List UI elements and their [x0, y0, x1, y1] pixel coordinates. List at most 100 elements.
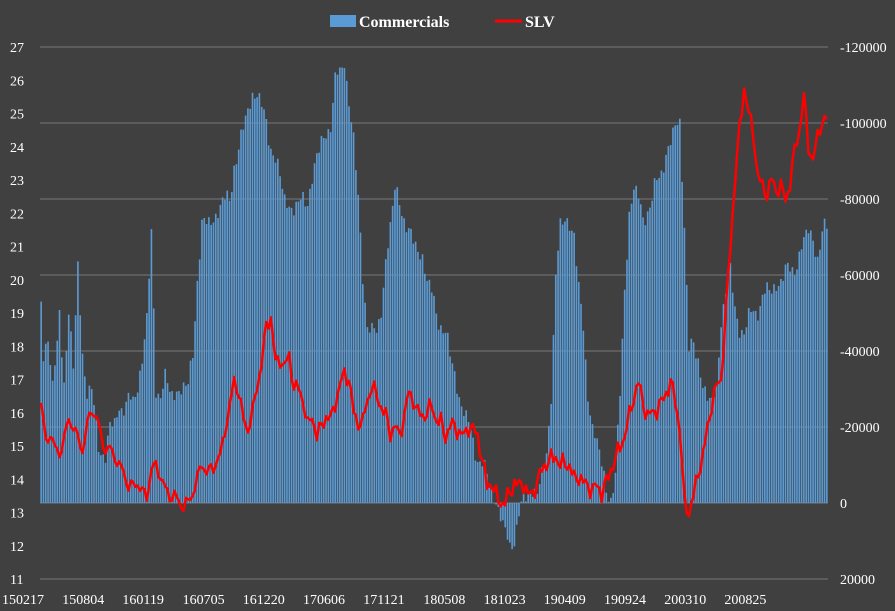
commercials-bar: [44, 343, 47, 503]
commercials-bar: [692, 342, 695, 503]
commercials-bar: [263, 109, 265, 504]
commercials-bar: [554, 274, 557, 503]
commercials-bar: [247, 108, 249, 503]
left-tick-label: 25: [10, 108, 24, 123]
right-tick-label: 0: [840, 497, 847, 512]
commercials-bar: [86, 398, 88, 503]
commercials-bar: [711, 397, 713, 503]
commercials-bar: [720, 327, 722, 503]
commercials-bar: [472, 437, 474, 503]
legend-slv-label: SLV: [525, 14, 555, 31]
commercials-bar: [826, 228, 828, 503]
commercials-bar: [54, 365, 56, 503]
commercials-bar: [384, 259, 387, 503]
commercials-bar: [226, 190, 229, 503]
commercials-bar: [127, 392, 130, 503]
commercials-bar: [598, 449, 601, 503]
commercials-bar: [394, 189, 396, 503]
commercials-bar: [667, 146, 670, 503]
commercials-bar: [93, 405, 95, 503]
commercials-bar: [426, 280, 428, 503]
commercials-bar: [180, 394, 183, 503]
commercials-bar: [357, 194, 359, 503]
commercials-bar: [104, 462, 107, 503]
commercials-bar: [49, 364, 52, 503]
commercials-bar: [545, 453, 548, 503]
commercials-bar: [782, 280, 785, 503]
commercials-bar: [614, 472, 617, 503]
commercials-bar: [736, 318, 739, 503]
commercials-bar: [203, 218, 206, 504]
commercials-bar: [327, 129, 330, 503]
commercials-bar: [212, 222, 215, 503]
commercials-bar: [722, 304, 725, 503]
left-tick-label: 27: [10, 41, 24, 56]
commercials-bar: [304, 206, 307, 504]
commercials-bar: [816, 256, 819, 503]
commercials-bar: [798, 251, 801, 503]
commercials-bar: [442, 333, 444, 503]
right-tick-label: -100000: [840, 117, 887, 132]
commercials-bar: [541, 467, 543, 503]
commercials-bar: [366, 327, 369, 503]
commercials-bar: [708, 398, 711, 503]
commercials-bar: [196, 280, 199, 503]
left-tick-label: 22: [10, 207, 24, 222]
commercials-bar: [458, 397, 461, 503]
commercials-bar: [536, 493, 539, 503]
commercials-bar: [401, 216, 403, 503]
commercials-bar: [715, 384, 718, 503]
commercials-bar: [789, 271, 791, 503]
commercials-bar: [651, 200, 654, 503]
commercials-bar: [295, 201, 297, 503]
commercials-bar: [589, 415, 592, 503]
commercials-bar: [775, 290, 778, 503]
commercials-bar: [529, 493, 532, 503]
commercials-bar: [812, 240, 814, 503]
commercials-bar: [504, 503, 507, 528]
commercials-bar: [476, 462, 479, 503]
commercials-bar: [299, 199, 302, 503]
commercials-bar: [777, 285, 780, 503]
commercials-bar: [531, 496, 534, 503]
right-tick-label: -80000: [840, 193, 880, 208]
commercials-bar: [242, 129, 245, 503]
commercials-bar: [488, 487, 490, 503]
commercials-bar: [251, 92, 254, 503]
commercials-bar: [244, 115, 247, 503]
commercials-bar: [752, 311, 755, 503]
commercials-bar: [237, 149, 240, 503]
commercials-bar: [600, 466, 603, 503]
commercials-bar: [389, 222, 392, 504]
commercials-bar: [807, 233, 810, 503]
x-tick-label: 190409: [544, 593, 586, 608]
commercials-bar: [403, 218, 405, 504]
commercials-bar: [70, 331, 72, 503]
commercials-bar: [417, 251, 419, 503]
commercials-bar: [773, 284, 775, 503]
left-tick-label: 13: [10, 507, 24, 522]
commercials-bar: [67, 314, 70, 503]
commercials-bar: [42, 361, 45, 503]
x-tick-label: 150804: [62, 593, 104, 608]
commercials-bar: [198, 259, 201, 503]
commercials-bar: [162, 388, 164, 503]
commercials-bar: [646, 211, 649, 504]
commercials-bar: [557, 250, 559, 503]
commercials-bar: [306, 206, 309, 503]
commercials-bar: [81, 353, 84, 503]
commercials-bar: [173, 400, 176, 503]
commercials-bar: [701, 388, 704, 503]
commercials-bar: [274, 162, 277, 503]
commercials-bar: [97, 452, 100, 503]
commercials-bar: [361, 284, 364, 503]
commercials-bar: [626, 259, 628, 503]
commercials-bar: [577, 281, 580, 503]
commercials-bar: [623, 289, 626, 503]
left-tick-label: 17: [10, 374, 24, 389]
legend-commercials-label: Commercials: [359, 14, 449, 31]
commercials-bar: [410, 228, 412, 503]
commercials-bar: [766, 282, 768, 503]
commercials-bar: [665, 154, 667, 503]
